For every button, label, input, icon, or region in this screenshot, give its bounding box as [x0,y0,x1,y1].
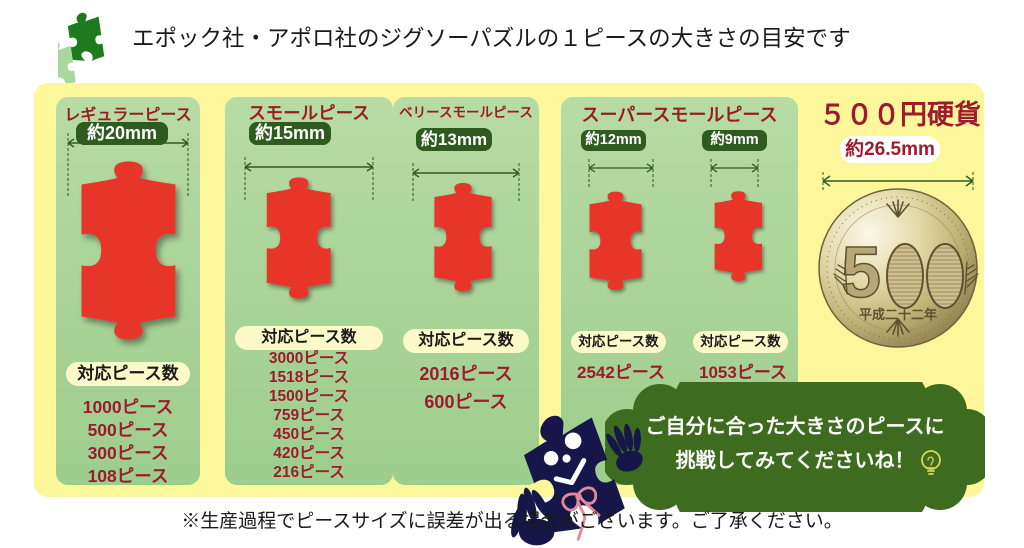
svg-text:5: 5 [841,233,881,313]
